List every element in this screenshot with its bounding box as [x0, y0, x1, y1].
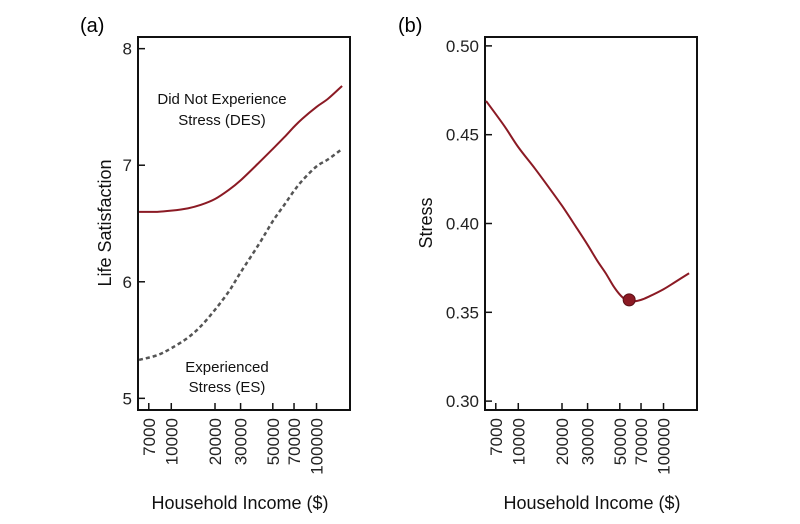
panel-b-frame [484, 36, 698, 411]
y-tick-label: 6 [123, 273, 132, 292]
panel-a: (a) 5 6 7 8 7000 10000 20000 30000 50000 70000 10… [80, 15, 351, 513]
panel-b-label: (b) [398, 15, 422, 37]
y-tick-label: 8 [123, 40, 132, 59]
minimum-point-marker [622, 293, 636, 307]
panel-b-y-axis-title: Stress [416, 197, 436, 248]
x-tick-label: 70000 [632, 418, 651, 465]
x-tick-label: 100000 [655, 418, 674, 475]
y-tick-label: 7 [123, 156, 132, 175]
panel-a-series [138, 85, 343, 362]
x-tick-label: 10000 [509, 418, 528, 465]
y-tick-label: 5 [123, 389, 132, 408]
panel-b-x-axis-title: Household Income ($) [503, 493, 680, 513]
series-line-experienced-stress-es [138, 147, 343, 362]
panel-a-x-axis-title: Household Income ($) [151, 493, 328, 513]
panel-b-y-ticks: 0.30 0.35 0.40 0.45 0.50 [446, 37, 492, 411]
x-tick-label: 7000 [487, 418, 506, 456]
x-tick-label: 10000 [162, 418, 181, 465]
es-label-line-2: Stress (ES) [189, 379, 266, 396]
panel-b-x-ticks: 7000 10000 20000 30000 50000 70000 100000 [487, 403, 674, 475]
series-line-stress [485, 100, 690, 303]
des-label-line-1: Did Not Experience [157, 91, 286, 108]
y-tick-label: 0.40 [446, 215, 479, 234]
x-tick-label: 30000 [232, 418, 251, 465]
x-tick-label: 100000 [308, 418, 327, 475]
panel-a-label: (a) [80, 15, 104, 37]
panel-a-y-axis-title: Life Satisfaction [95, 159, 115, 286]
x-tick-label: 30000 [579, 418, 598, 465]
series-line-did-not-experience-stress-des [139, 85, 343, 213]
y-tick-label: 0.50 [446, 37, 479, 56]
panel-b: (b) 0.30 0.35 0.40 0.45 0.50 7000 10000 20000 3… [398, 15, 698, 513]
y-tick-label: 0.45 [446, 126, 479, 145]
panel-a-frame [137, 36, 351, 411]
x-tick-label: 50000 [611, 418, 630, 465]
panel-a-x-ticks: 7000 10000 20000 30000 50000 70000 100000 [140, 403, 327, 475]
panel-a-y-ticks: 5 6 7 8 [123, 40, 145, 408]
x-tick-label: 50000 [264, 418, 283, 465]
x-tick-label: 70000 [285, 418, 304, 465]
panel-b-series [485, 100, 690, 307]
des-label-line-2: Stress (DES) [178, 112, 266, 129]
x-tick-label: 20000 [206, 418, 225, 465]
x-tick-label: 20000 [553, 418, 572, 465]
x-tick-label: 7000 [140, 418, 159, 456]
y-tick-label: 0.30 [446, 392, 479, 411]
es-label-line-1: Experienced [185, 359, 268, 376]
y-tick-label: 0.35 [446, 303, 479, 322]
